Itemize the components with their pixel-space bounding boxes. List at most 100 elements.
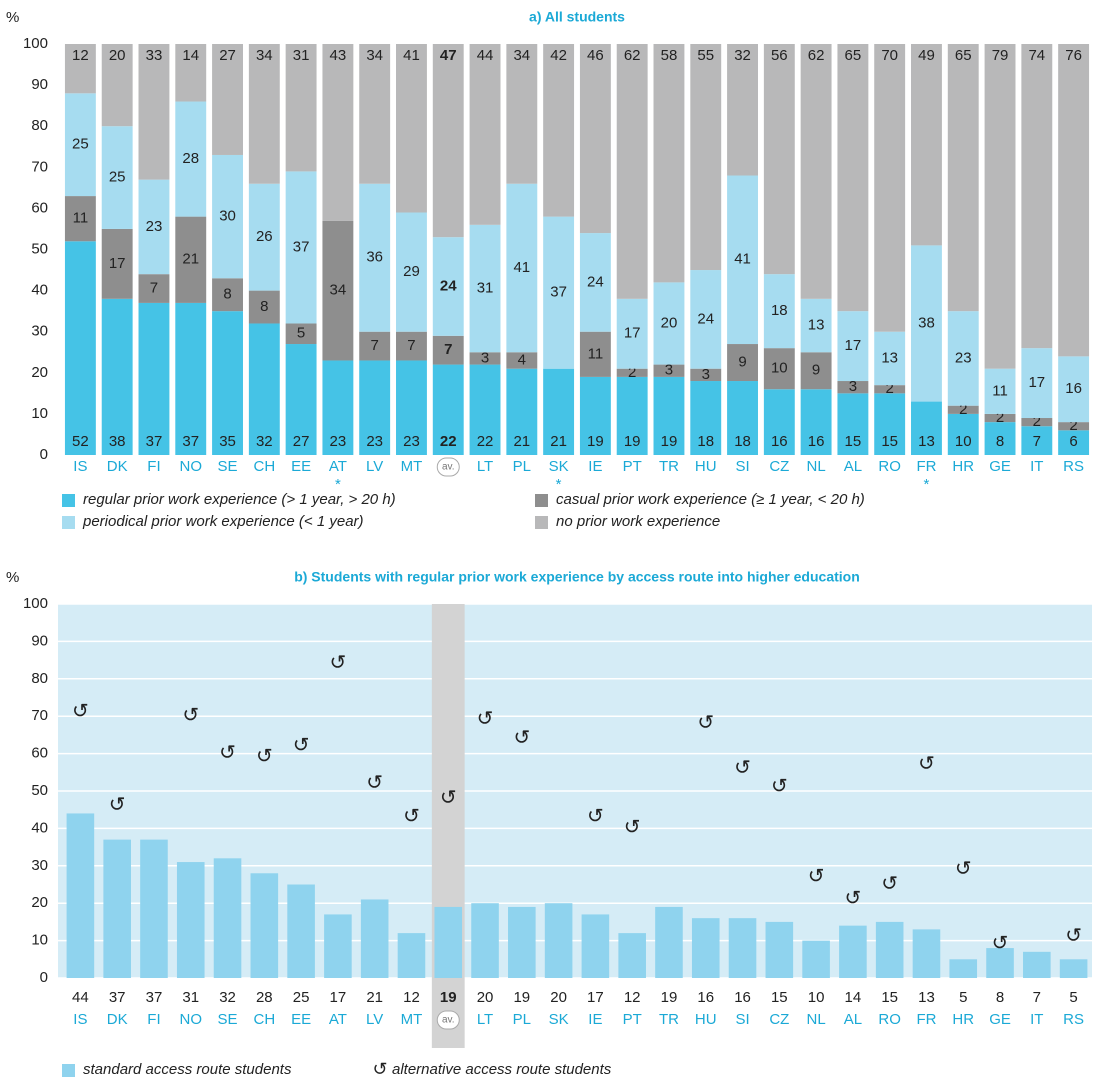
bar-segment <box>175 101 207 217</box>
bar-segment <box>322 360 354 455</box>
bar-segment <box>579 44 611 234</box>
bar-segment <box>763 348 795 390</box>
bar-segment <box>285 344 317 455</box>
bar-segment <box>763 44 795 275</box>
bar-segment <box>64 196 96 242</box>
bar-segment <box>248 323 280 455</box>
bar-segment <box>506 368 538 455</box>
marker: ↺ <box>587 805 604 827</box>
y-tick-label: 90 <box>31 76 48 93</box>
bar-segment <box>506 352 538 369</box>
data-label: 19 <box>587 433 604 450</box>
data-label: 19 <box>661 989 678 1006</box>
bar-segment <box>469 364 501 455</box>
bar-segment <box>175 302 207 455</box>
bar <box>103 839 131 978</box>
data-label: 15 <box>845 433 862 450</box>
x-tick-label: CZ <box>769 1011 789 1028</box>
bar <box>544 903 573 978</box>
bar-segment <box>690 44 722 271</box>
data-label: 19 <box>661 433 678 450</box>
x-tick-label: PL <box>513 1011 531 1028</box>
data-label: 65 <box>955 47 972 64</box>
data-label: 2 <box>959 401 967 418</box>
bar-segment <box>984 422 1016 455</box>
bar-segment <box>285 171 317 324</box>
data-label: 25 <box>109 169 126 186</box>
highlight-band <box>431 604 465 1048</box>
bar-segment <box>690 270 722 369</box>
bar-segment <box>1021 348 1053 419</box>
data-label: 3 <box>665 362 673 379</box>
x-tick-label: SE <box>218 1011 238 1028</box>
x-tick-label: LT <box>477 458 493 475</box>
data-label: 22 <box>477 433 494 450</box>
x-tick-label: AL <box>844 1011 862 1028</box>
marker: ↺ <box>219 742 236 764</box>
bar <box>360 899 389 978</box>
data-label: 10 <box>808 989 825 1006</box>
bar-segment <box>653 376 685 455</box>
data-label: 16 <box>771 433 788 450</box>
marker: ↺ <box>697 712 714 734</box>
data-label: 24 <box>587 273 604 290</box>
bar <box>986 948 1014 978</box>
bar <box>66 813 95 978</box>
data-label: 31 <box>293 47 310 64</box>
data-label: 8 <box>260 298 268 315</box>
data-label: 12 <box>72 47 89 64</box>
bar-segment <box>1058 356 1090 423</box>
x-tick-label: SI <box>735 458 749 475</box>
bar <box>691 918 720 978</box>
data-label: 20 <box>477 989 494 1006</box>
x-tick-label: SK <box>549 1011 569 1028</box>
data-label: 8 <box>996 989 1004 1006</box>
x-tick-label: MT <box>401 458 423 475</box>
data-label: 62 <box>808 47 825 64</box>
legend-label: regular prior work experience (> 1 year,… <box>83 491 396 508</box>
marker: ↺ <box>992 933 1009 955</box>
marker: ↺ <box>881 873 898 895</box>
data-label: 74 <box>1028 47 1045 64</box>
data-label: 70 <box>881 47 898 64</box>
data-label: 15 <box>771 989 788 1006</box>
data-label: 3 <box>702 366 710 383</box>
x-tick-label: GE <box>989 458 1011 475</box>
data-label: 14 <box>182 47 199 64</box>
data-label: 13 <box>918 989 935 1006</box>
data-label: 21 <box>182 251 199 268</box>
bar-segment <box>322 44 354 221</box>
bar-segment <box>984 368 1016 414</box>
x-tick-label: AT <box>329 1011 347 1028</box>
bar-segment <box>947 311 979 406</box>
data-label: 18 <box>734 433 751 450</box>
data-label: 2 <box>996 409 1004 426</box>
bar-segment <box>138 274 170 303</box>
data-label: 47 <box>440 47 457 64</box>
bar-segment <box>1021 418 1053 427</box>
x-tick-label: IS <box>73 458 87 475</box>
data-label: 2 <box>1069 417 1077 434</box>
data-label: 10 <box>771 360 788 377</box>
bar-segment <box>874 44 906 332</box>
bar <box>1023 951 1051 978</box>
data-label: 44 <box>72 989 89 1006</box>
bar-segment <box>64 44 96 94</box>
data-label: 35 <box>219 433 236 450</box>
bar-segment <box>1058 44 1090 357</box>
bar-segment <box>911 401 942 455</box>
bar-segment <box>469 352 501 365</box>
x-tick-label: FI <box>147 1011 160 1028</box>
x-tick-label: NO <box>180 458 203 475</box>
data-label: 16 <box>1065 380 1082 397</box>
y-tick-label: 20 <box>31 364 48 381</box>
bar-segment <box>911 245 942 402</box>
data-label: 43 <box>330 47 347 64</box>
data-label: 5 <box>959 989 967 1006</box>
marker: ↺ <box>624 817 641 839</box>
x-tick-label: CH <box>253 1011 275 1028</box>
data-label: 28 <box>182 150 199 167</box>
bar-segment <box>396 212 427 332</box>
y-tick-label: 50 <box>31 782 48 799</box>
data-label: 3 <box>481 349 489 366</box>
